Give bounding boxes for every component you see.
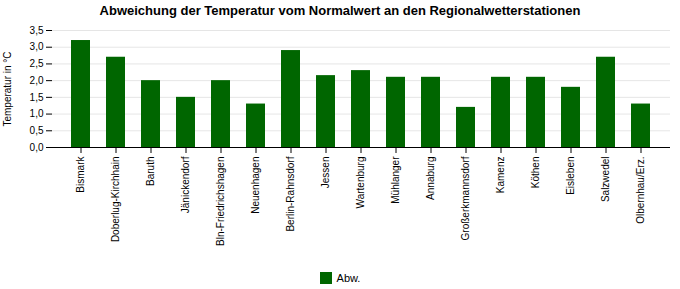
svg-text:0,0: 0,0 (30, 142, 44, 153)
svg-text:Jessen: Jessen (320, 157, 331, 189)
svg-text:Mühlanger: Mühlanger (390, 156, 401, 204)
svg-text:0,5: 0,5 (30, 125, 44, 136)
svg-text:Olbernhau/Erz.: Olbernhau/Erz. (635, 157, 646, 224)
svg-text:3,0: 3,0 (30, 41, 44, 52)
svg-text:Neuenhagen: Neuenhagen (250, 157, 261, 214)
svg-text:Köthen: Köthen (530, 157, 541, 189)
svg-text:Annaburg: Annaburg (425, 157, 436, 200)
svg-text:Jänickendorf: Jänickendorf (180, 156, 191, 213)
html-text:Abweichung der Temperatur vom: Abweichung der Temperatur vom Normalwert… (99, 3, 581, 18)
html-text:Abw.: Abw. (336, 272, 361, 284)
svg-text:Bln-Friedrichshagen: Bln-Friedrichshagen (215, 157, 226, 247)
svg-text:Großerkmannsdorf: Großerkmannsdorf (460, 156, 471, 240)
svg-text:Berlin-Rahnsdorf: Berlin-Rahnsdorf (285, 156, 296, 231)
svg-text:2,0: 2,0 (30, 75, 44, 86)
svg-text:Eisleben: Eisleben (565, 157, 576, 195)
svg-text:Baruth: Baruth (145, 157, 156, 186)
svg-text:2,5: 2,5 (30, 58, 44, 69)
svg-text:3,5: 3,5 (30, 25, 44, 36)
svg-text:Bismark: Bismark (75, 156, 86, 193)
svg-text:1,5: 1,5 (30, 92, 44, 103)
svg-text:Kamenz: Kamenz (495, 157, 506, 194)
svg-text:1,0: 1,0 (30, 108, 44, 119)
svg-text:Doberlug-Kirchhain: Doberlug-Kirchhain (110, 157, 121, 243)
svg-text:Wartenburg: Wartenburg (355, 157, 366, 209)
svg-text:Salzwedel: Salzwedel (600, 157, 611, 203)
svg-text:Temperatur in °C: Temperatur in °C (2, 51, 13, 126)
